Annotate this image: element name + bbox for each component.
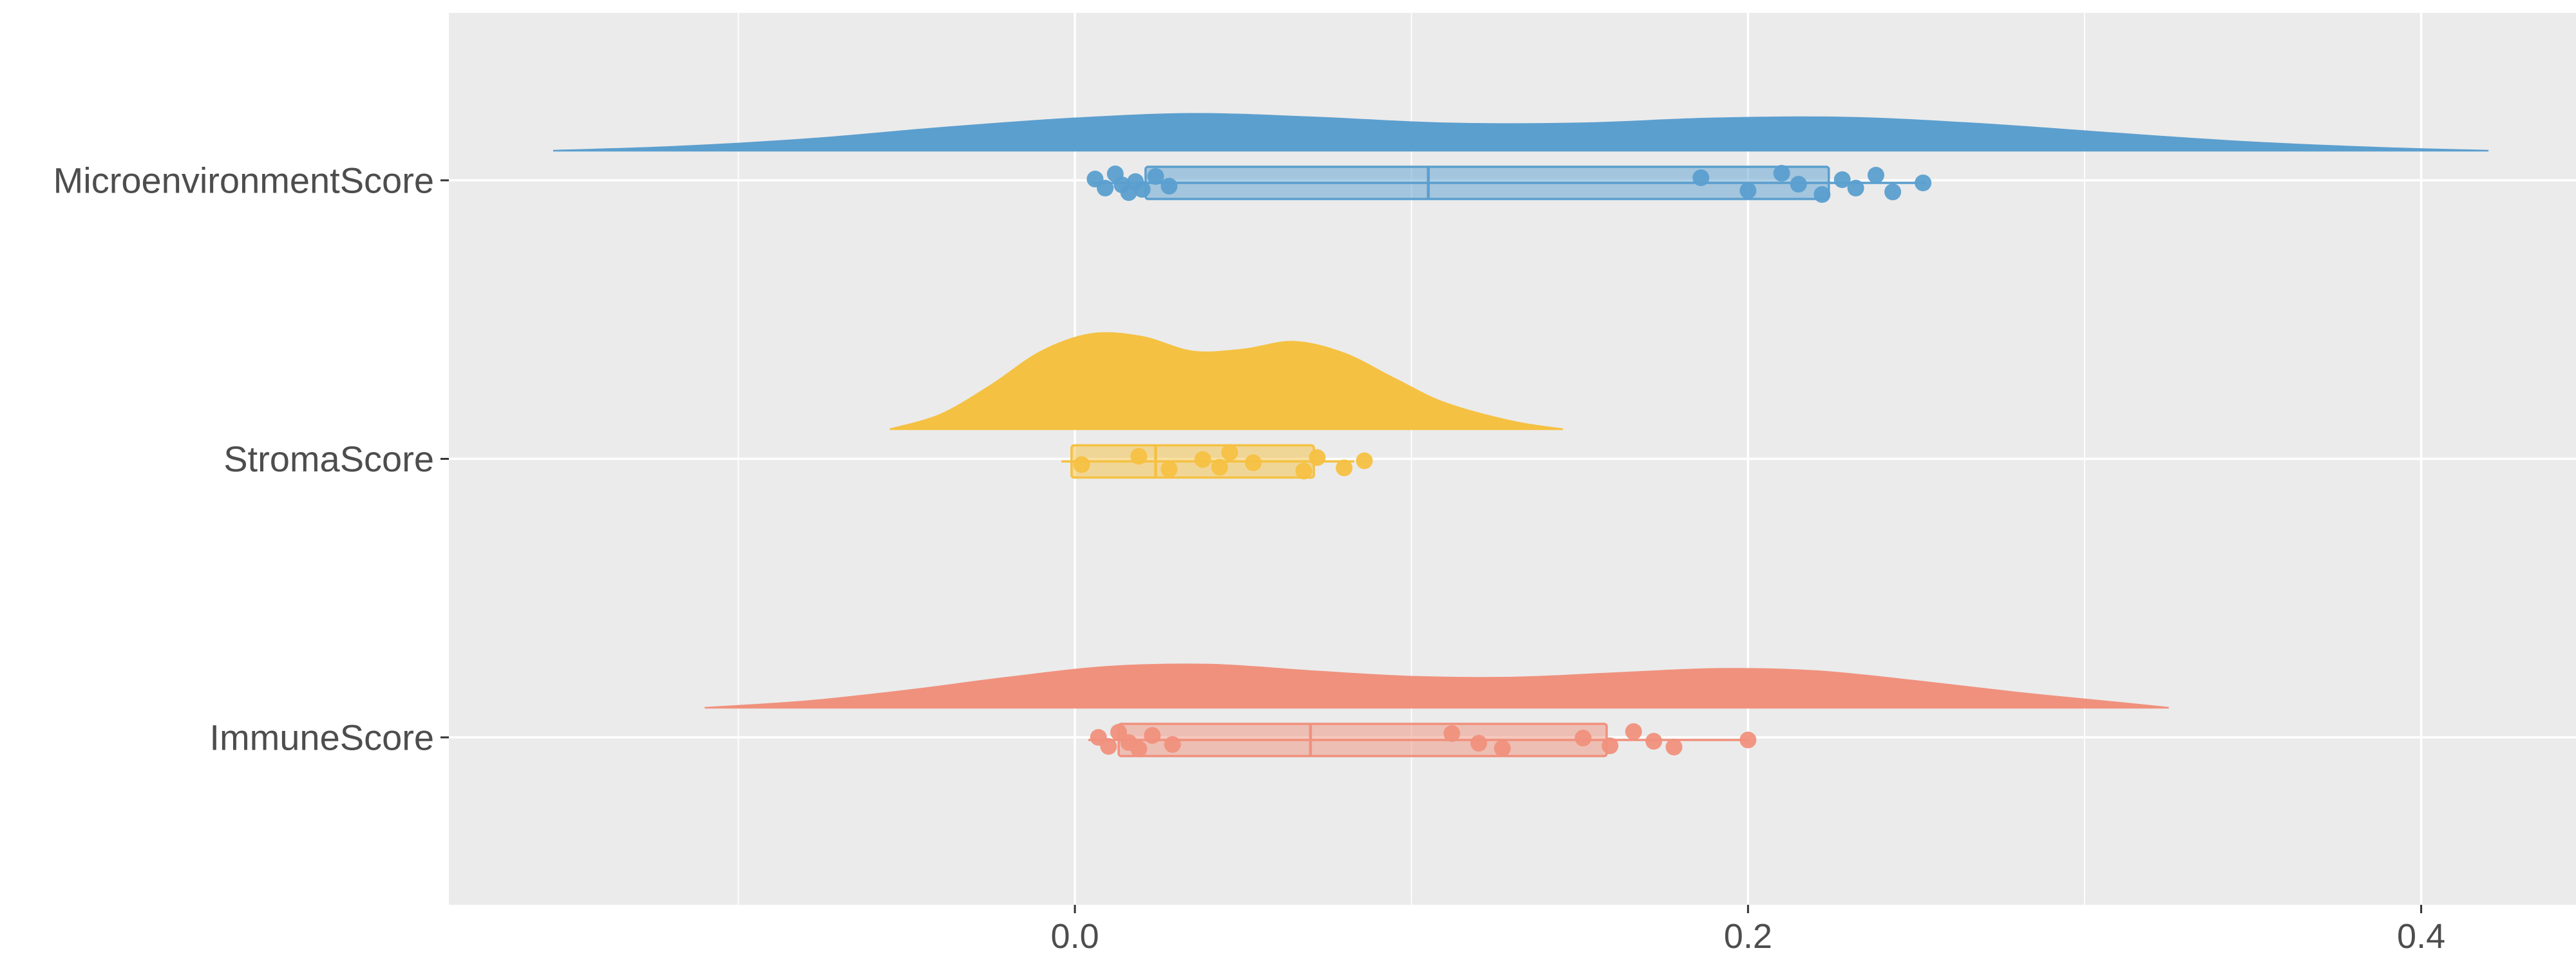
data-point bbox=[1884, 184, 1902, 200]
data-point bbox=[1645, 733, 1663, 750]
data-point bbox=[1211, 459, 1228, 476]
data-point bbox=[1130, 448, 1148, 465]
data-point bbox=[1160, 460, 1178, 478]
data-point bbox=[1814, 186, 1831, 203]
data-point bbox=[1790, 176, 1807, 193]
x-axis-tick-label: 0.2 bbox=[1724, 917, 1772, 956]
data-point bbox=[1144, 727, 1161, 744]
y-axis-label: StromaScore bbox=[223, 439, 434, 479]
data-point bbox=[1602, 737, 1619, 754]
data-point bbox=[1110, 724, 1128, 741]
data-point bbox=[1356, 452, 1373, 469]
data-point bbox=[1739, 182, 1757, 199]
data-point bbox=[1443, 725, 1461, 742]
data-point bbox=[1833, 171, 1851, 188]
density-area bbox=[553, 113, 2489, 152]
density-area bbox=[889, 332, 1564, 430]
data-point bbox=[1194, 451, 1211, 468]
density-area bbox=[705, 663, 2169, 709]
box bbox=[1144, 166, 1830, 200]
data-point bbox=[1336, 459, 1353, 477]
data-point bbox=[1692, 169, 1710, 186]
data-point bbox=[1245, 454, 1262, 471]
box bbox=[1117, 723, 1608, 757]
data-point bbox=[1847, 180, 1864, 196]
x-axis-tick-label: 0.0 bbox=[1051, 917, 1099, 956]
y-axis-label: ImmuneScore bbox=[209, 717, 434, 758]
data-point bbox=[1773, 165, 1790, 182]
data-point bbox=[1915, 175, 1932, 191]
data-point bbox=[1493, 740, 1511, 757]
data-point bbox=[1470, 735, 1488, 752]
data-point bbox=[1164, 736, 1181, 753]
data-point bbox=[1100, 738, 1117, 755]
data-point bbox=[1073, 456, 1090, 473]
data-point bbox=[1739, 732, 1757, 748]
data-point bbox=[1097, 180, 1114, 196]
data-point bbox=[1130, 741, 1148, 757]
data-point bbox=[1295, 462, 1312, 480]
data-point bbox=[1221, 444, 1238, 461]
data-point bbox=[1625, 723, 1642, 740]
series-StromaScore bbox=[889, 332, 1564, 480]
series-MicroenvironmentScore bbox=[553, 113, 2489, 203]
box bbox=[1070, 444, 1315, 479]
data-point bbox=[1160, 178, 1178, 194]
series-ImmuneScore bbox=[705, 663, 2169, 757]
data-point bbox=[1665, 739, 1683, 755]
data-point bbox=[1309, 449, 1326, 466]
data-point bbox=[1867, 167, 1884, 184]
x-axis-tick-label: 0.4 bbox=[2397, 917, 2445, 956]
y-axis-label: MicroenvironmentScore bbox=[53, 160, 434, 201]
data-point bbox=[1133, 181, 1151, 198]
data-point bbox=[1575, 730, 1592, 746]
data-point bbox=[1147, 168, 1164, 185]
